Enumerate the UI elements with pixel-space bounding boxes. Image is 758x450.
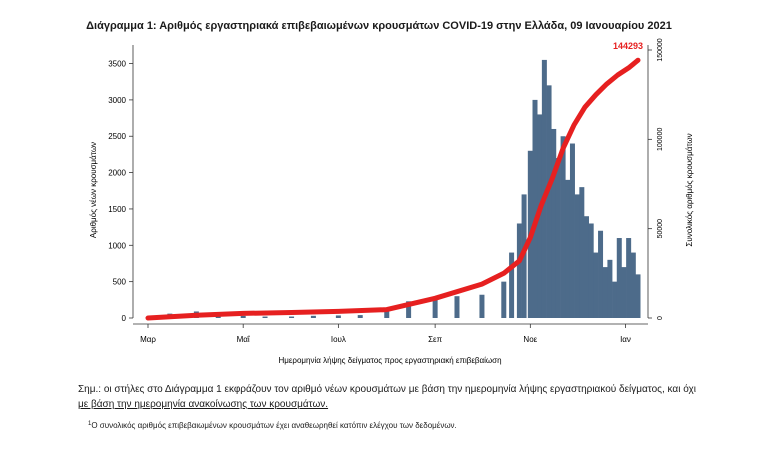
bar — [555, 158, 561, 318]
footnote-text: Ο συνολικός αριθμός επιβεβαιωμένων κρουσ… — [91, 421, 457, 430]
bar — [516, 223, 522, 318]
y-tick-label: 2500 — [108, 132, 126, 141]
bar — [616, 238, 622, 318]
x-tick-label: Ιουλ — [331, 335, 346, 344]
bar — [626, 238, 632, 318]
bar — [593, 252, 599, 318]
x-tick-label: Μαΐ — [237, 335, 251, 344]
bar — [612, 281, 618, 318]
x-tick-label: Νοε — [523, 335, 537, 344]
axes: 0 500 1000 1500 2000 2500 3000 3500 0 50000 100000… — [108, 38, 664, 344]
y2-tick-label: 50000 — [657, 219, 664, 239]
bar — [240, 315, 246, 318]
bar — [584, 216, 590, 318]
bar — [541, 59, 547, 319]
bar — [406, 301, 412, 318]
y2-axis-label: Συνολικός αριθμός κρουσμάτων — [685, 133, 694, 246]
y-tick-label: 0 — [122, 314, 127, 323]
bar — [551, 128, 557, 318]
last-value-annotation: 144293 — [613, 41, 643, 51]
bar — [602, 267, 608, 318]
bar — [289, 316, 295, 318]
y2-tick-label: 100000 — [657, 128, 664, 151]
footnote-marker: 1 — [88, 421, 92, 427]
bar — [630, 252, 636, 318]
bar — [621, 267, 627, 318]
y2-tick-label: 0 — [657, 316, 664, 320]
bar — [262, 316, 268, 318]
bar — [560, 136, 566, 318]
y-tick-label: 3000 — [108, 96, 126, 105]
x-tick-label: Ιαν — [620, 335, 631, 344]
y-tick-label: 2000 — [108, 169, 126, 178]
bar — [588, 223, 594, 318]
bar — [501, 281, 507, 318]
bar — [509, 252, 515, 318]
footnote: 1Ο συνολικός αριθμός επιβεβαιωμένων κρου… — [88, 421, 688, 430]
bar — [335, 315, 341, 318]
chart-title: Διάγραμμα 1: Αριθμός εργαστηριακά επιβεβ… — [86, 20, 672, 32]
note-line-1: Σημ.: οι στήλες στο Διάγραμμα 1 εκφράζου… — [78, 384, 696, 395]
bar — [635, 274, 641, 318]
y-tick-label: 1000 — [108, 241, 126, 250]
x-tick-label: Μαρ — [140, 335, 156, 344]
chart-note: Σημ.: οι στήλες στο Διάγραμμα 1 εκφράζου… — [78, 382, 698, 412]
bar — [574, 194, 580, 318]
bar — [598, 230, 604, 318]
x-axis-label: Ημερομηνία λήψης δείγματος προς εργαστηρ… — [278, 356, 501, 365]
bar — [384, 310, 390, 318]
bar — [569, 143, 575, 318]
bar — [546, 85, 552, 318]
bar — [454, 296, 460, 318]
y-tick-label: 1500 — [108, 205, 126, 214]
y-tick-label: 3500 — [108, 60, 126, 69]
x-tick-label: Σεπ — [428, 335, 443, 344]
y-axis-label: Αριθμός νέων κρουσμάτων — [89, 142, 98, 238]
cumulative-line — [145, 57, 641, 321]
cumulative-line-series — [145, 57, 641, 321]
note-line-2: με βάση την ημερομηνία ανακοίνωσης των κ… — [78, 399, 329, 410]
bar — [357, 315, 363, 318]
y-tick-label: 500 — [113, 278, 127, 287]
bar — [479, 294, 485, 318]
y2-tick-label: 150000 — [657, 38, 664, 61]
bar — [432, 299, 438, 318]
bar — [607, 259, 613, 318]
bar — [565, 179, 571, 318]
bar — [532, 99, 538, 318]
bar-series — [145, 59, 641, 319]
bar — [579, 187, 585, 318]
bar — [310, 315, 316, 318]
